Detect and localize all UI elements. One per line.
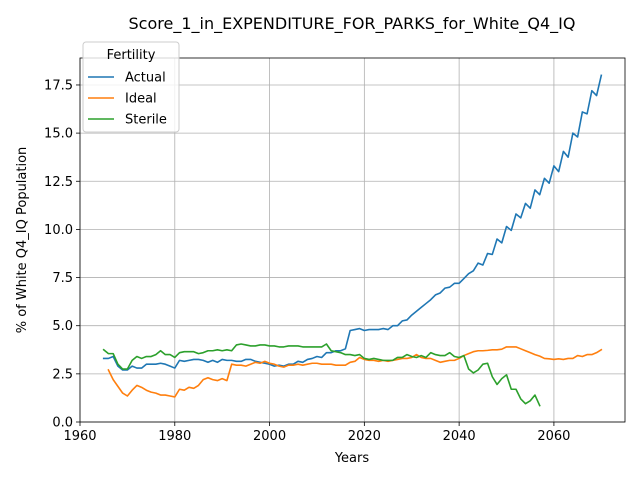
x-axis: 1960 1980 2000 2020 2040 2060 bbox=[63, 422, 570, 444]
legend-box bbox=[82, 41, 180, 133]
x-axis-label: Years bbox=[334, 451, 370, 466]
x-tick-label: 1960 bbox=[63, 429, 96, 444]
x-tick-label: 2040 bbox=[443, 429, 476, 444]
plot-frame bbox=[79, 57, 626, 423]
legend-items: Actual Ideal Sterile bbox=[88, 71, 167, 128]
series-line-ideal bbox=[107, 346, 603, 398]
legend-label-sterile: Sterile bbox=[125, 113, 167, 128]
legend-label-ideal: Ideal bbox=[125, 92, 157, 107]
series-layer bbox=[102, 74, 603, 407]
series-line-actual bbox=[102, 74, 603, 371]
chart-title: Score_1_in_EXPENDITURE_FOR_PARKS_for_Whi… bbox=[129, 14, 576, 34]
y-tick-label: 7.5 bbox=[52, 271, 73, 286]
legend: Fertility Actual Ideal Sterile bbox=[82, 41, 180, 133]
y-tick-label: 10.0 bbox=[44, 223, 73, 238]
y-tick-label: 2.5 bbox=[52, 367, 73, 382]
y-tick-label: 15.0 bbox=[44, 127, 73, 142]
x-tick-label: 2000 bbox=[253, 429, 286, 444]
y-axis: 0.0 2.5 5.0 7.5 10.0 12.5 15.0 17.5 bbox=[44, 78, 80, 431]
x-tick-label: 2060 bbox=[537, 429, 570, 444]
x-tick-label: 1980 bbox=[158, 429, 191, 444]
legend-label-actual: Actual bbox=[125, 71, 166, 86]
y-tick-label: 17.5 bbox=[44, 78, 73, 93]
y-tick-label: 0.0 bbox=[52, 416, 73, 431]
y-axis-label: % of White Q4_IQ Population bbox=[15, 147, 30, 334]
y-tick-label: 12.5 bbox=[44, 175, 73, 190]
legend-title: Fertility bbox=[107, 48, 156, 63]
y-tick-label: 5.0 bbox=[52, 319, 73, 334]
series-line-sterile bbox=[102, 343, 541, 407]
x-tick-label: 2020 bbox=[348, 429, 381, 444]
